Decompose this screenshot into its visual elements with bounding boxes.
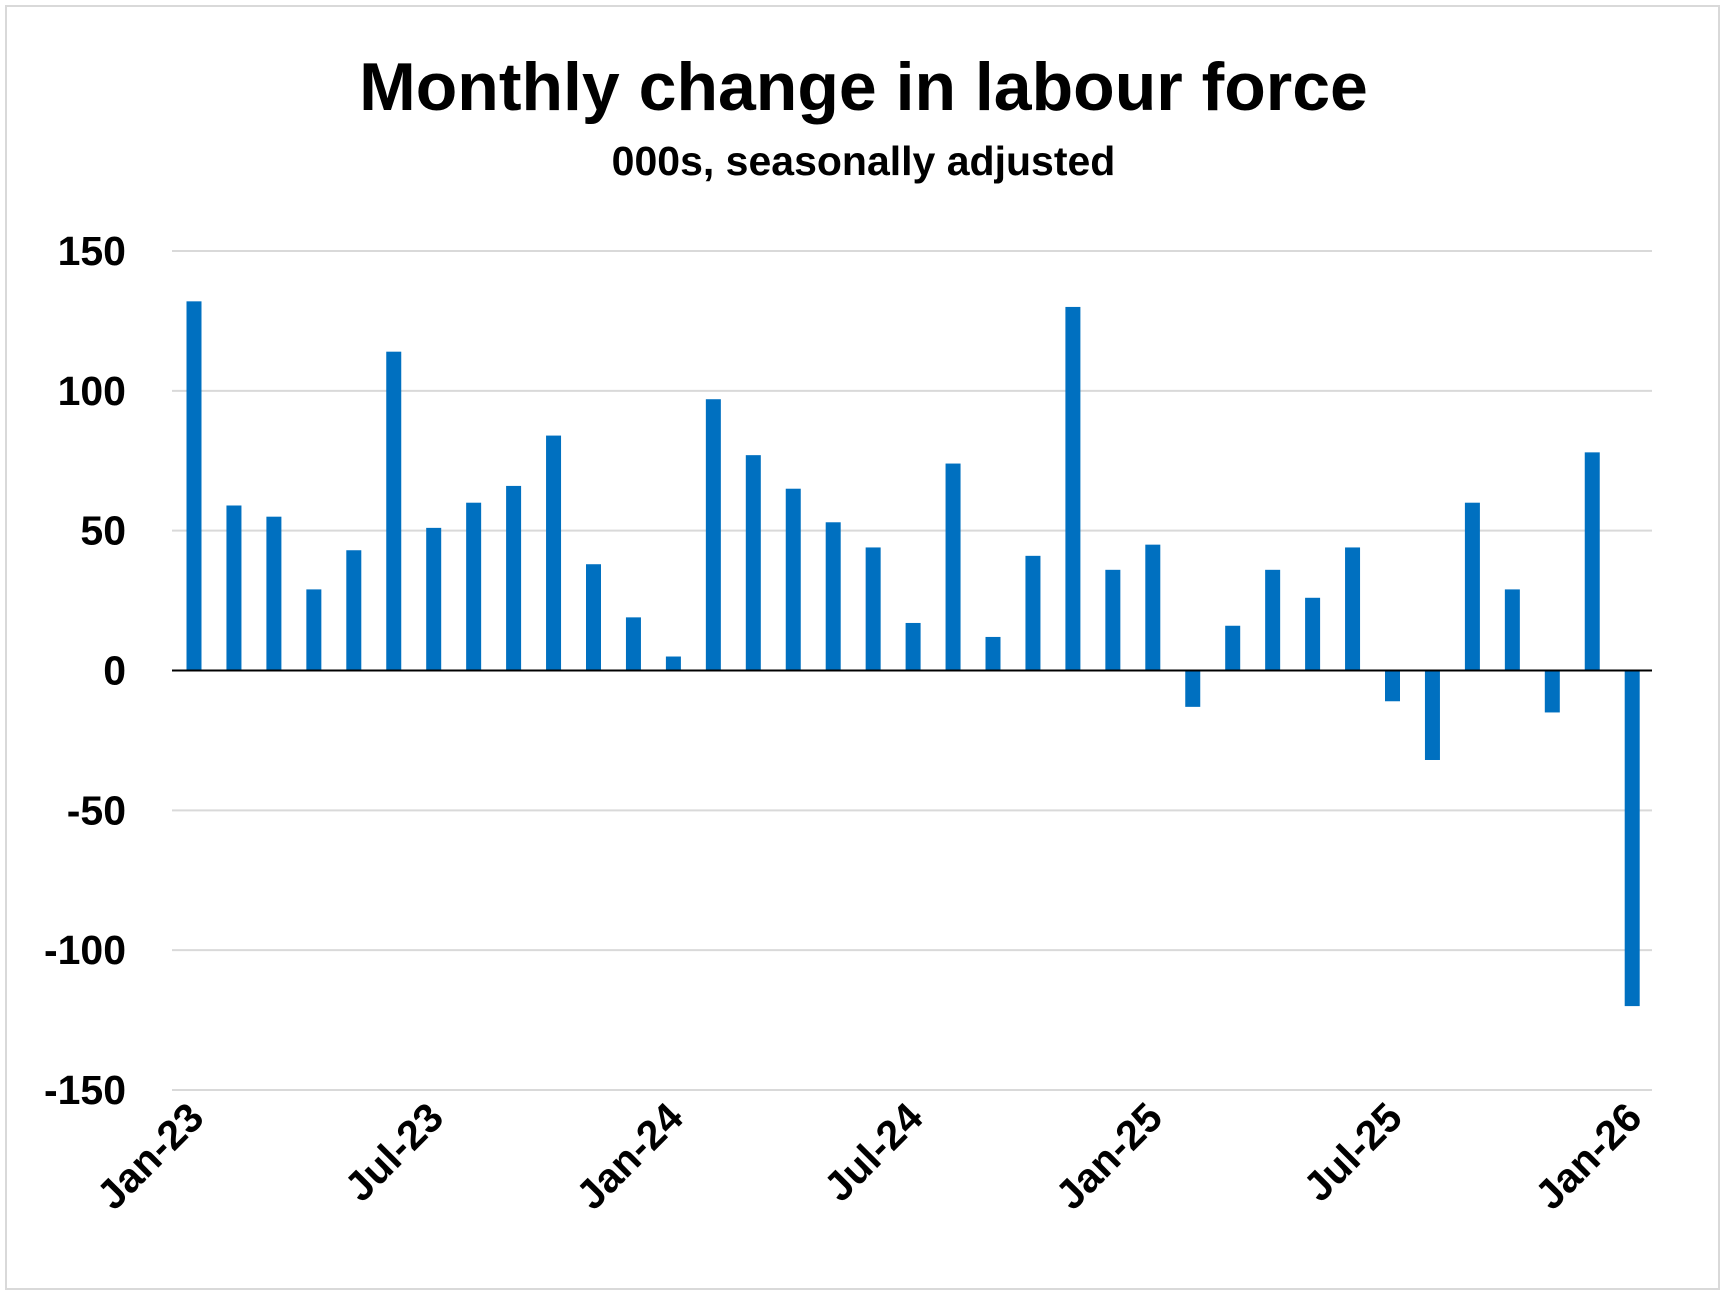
bar	[1584, 452, 1600, 671]
y-tick-label: -150	[44, 1067, 126, 1113]
x-tick-label: Jul-24	[815, 1094, 931, 1210]
bar	[426, 527, 442, 671]
bar	[825, 522, 841, 671]
bar	[586, 564, 601, 671]
bar	[1385, 670, 1400, 702]
bar	[625, 617, 641, 671]
chart-title: Monthly change in labour force	[359, 49, 1368, 125]
bar	[1345, 547, 1361, 671]
bar	[306, 589, 322, 671]
y-tick-label: 150	[58, 228, 126, 274]
y-tick-label: 0	[103, 648, 126, 694]
bar	[1424, 670, 1440, 760]
bar	[1544, 670, 1560, 713]
x-tick-label: Jul-23	[336, 1094, 452, 1210]
bar	[1065, 306, 1081, 671]
bar	[905, 622, 921, 671]
bar	[945, 463, 961, 671]
bar	[665, 656, 681, 671]
x-tick-label: Jan-25	[1047, 1094, 1171, 1218]
x-tick-label: Jul-25	[1295, 1094, 1411, 1210]
bar	[865, 547, 881, 671]
x-axis-ticks: Jan-23 Jul-23 Jan-24 Jul-24 Jan-25 Jul-25 Jan-…	[88, 1094, 1651, 1219]
bar	[186, 301, 202, 671]
bar	[226, 505, 242, 671]
y-tick-label: -50	[67, 787, 126, 833]
bar	[1265, 569, 1281, 671]
bar	[1504, 589, 1520, 671]
bar	[985, 636, 1001, 671]
bar	[346, 550, 362, 671]
bar	[1305, 597, 1321, 671]
bar	[1624, 670, 1640, 1007]
bar	[1225, 625, 1241, 671]
bar	[546, 435, 562, 671]
bar	[1145, 544, 1161, 671]
y-tick-label: 50	[80, 508, 126, 554]
bar	[266, 516, 282, 671]
bar	[466, 502, 482, 671]
bar	[785, 488, 801, 671]
bar	[506, 485, 522, 671]
y-tick-label: -100	[44, 927, 126, 973]
bar	[745, 455, 761, 671]
bar	[705, 399, 721, 671]
chart-subtitle: 000s, seasonally adjusted	[611, 138, 1116, 184]
bar	[1025, 555, 1041, 671]
bar	[386, 351, 402, 671]
y-tick-label: 100	[58, 368, 126, 414]
x-tick-label: Jan-24	[567, 1094, 692, 1219]
bar	[1105, 569, 1121, 671]
chart-frame	[5, 5, 1720, 1290]
y-axis-ticks: 150 100 50 0 -50 -100 -150	[44, 228, 126, 1113]
x-tick-label: Jan-26	[1526, 1094, 1650, 1218]
bar	[1464, 502, 1480, 671]
gridlines	[172, 250, 1652, 1091]
bar	[1185, 670, 1201, 707]
bar-series	[186, 301, 1640, 1007]
